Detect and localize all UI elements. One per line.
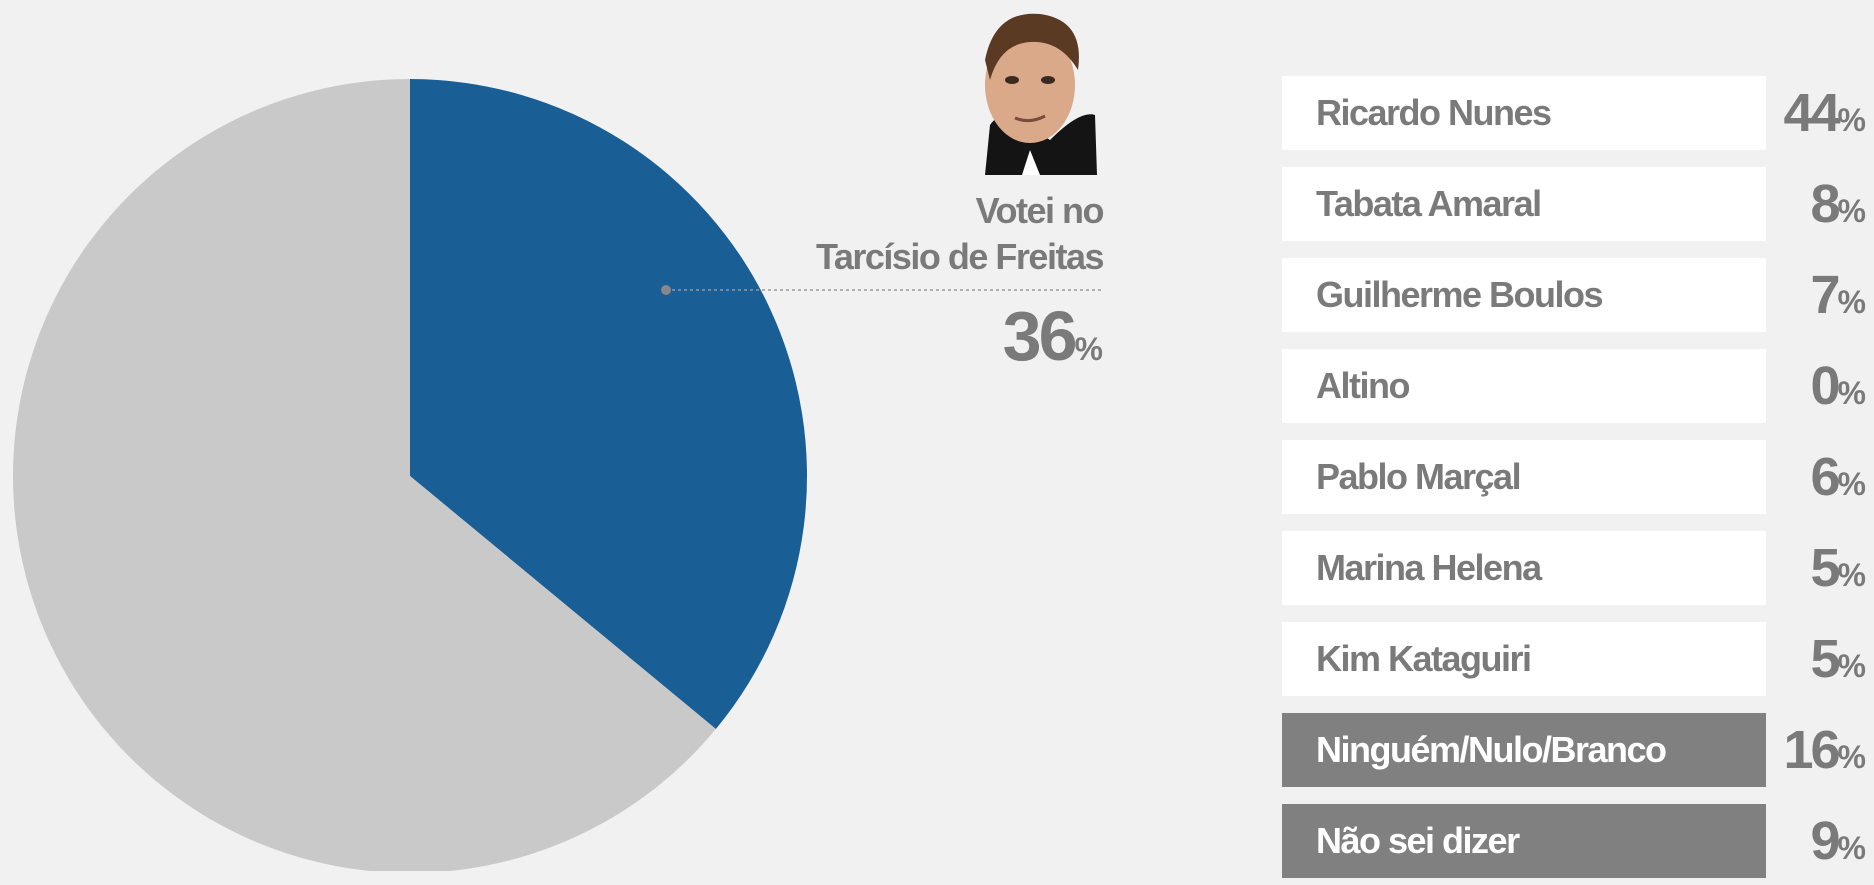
value-number: 5	[1810, 629, 1841, 689]
row-box: Ninguém/Nulo/Branco	[1282, 713, 1766, 787]
value-number: 44	[1783, 83, 1840, 143]
row-value: 7%	[1811, 258, 1867, 332]
row-label: Não sei dizer	[1316, 820, 1520, 861]
pie-slice	[13, 79, 716, 871]
value-number: 6	[1810, 447, 1841, 507]
row-box: Ricardo Nunes	[1282, 76, 1766, 150]
row-label: Ricardo Nunes	[1316, 92, 1552, 133]
unit: %	[1837, 830, 1866, 866]
row-value: 6%	[1811, 440, 1867, 514]
row-label: Tabata Amaral	[1316, 183, 1542, 224]
row-box: Marina Helena	[1282, 531, 1766, 605]
unit: %	[1837, 466, 1866, 502]
row-value: 44%	[1783, 76, 1866, 150]
value-number: 9	[1810, 811, 1841, 871]
row-box: Guilherme Boulos	[1282, 258, 1766, 332]
unit: %	[1837, 739, 1866, 775]
slice-label: Votei no Tarcísio de Freitas	[816, 190, 1104, 277]
unit: %	[1837, 102, 1866, 138]
portrait	[985, 13, 1097, 175]
unit: %	[1837, 648, 1866, 684]
unit: %	[1837, 284, 1866, 320]
row-box: Pablo Marçal	[1282, 440, 1766, 514]
row-label: Kim Kataguiri	[1316, 638, 1532, 679]
value-number: 36	[1002, 297, 1078, 375]
row-value: 0%	[1811, 349, 1867, 423]
row-label: Ninguém/Nulo/Branco	[1316, 729, 1667, 770]
unit: %	[1074, 331, 1103, 367]
row-box: Altino	[1282, 349, 1766, 423]
value-number: 0	[1810, 356, 1841, 416]
unit: %	[1837, 375, 1866, 411]
row-label: Altino	[1316, 365, 1410, 406]
value-number: 7	[1810, 265, 1841, 325]
pie-slice	[410, 79, 807, 730]
slice-value: 36%	[1003, 296, 1103, 389]
unit: %	[1837, 193, 1866, 229]
value-number: 5	[1810, 538, 1841, 598]
row-value: 5%	[1811, 531, 1867, 605]
unit: %	[1837, 557, 1866, 593]
row-label: Marina Helena	[1316, 547, 1542, 588]
value-number: 16	[1783, 720, 1840, 780]
row-label: Guilherme Boulos	[1316, 274, 1604, 315]
row-box: Não sei dizer	[1282, 804, 1766, 878]
row-box: Tabata Amaral	[1282, 167, 1766, 241]
value-number: 8	[1810, 174, 1841, 234]
leader-dot	[661, 285, 671, 295]
row-value: 8%	[1811, 167, 1867, 241]
row-box: Kim Kataguiri	[1282, 622, 1766, 696]
row-label: Pablo Marçal	[1316, 456, 1522, 497]
row-value: 9%	[1811, 804, 1867, 878]
row-value: 16%	[1783, 713, 1866, 787]
row-value: 5%	[1811, 622, 1867, 696]
